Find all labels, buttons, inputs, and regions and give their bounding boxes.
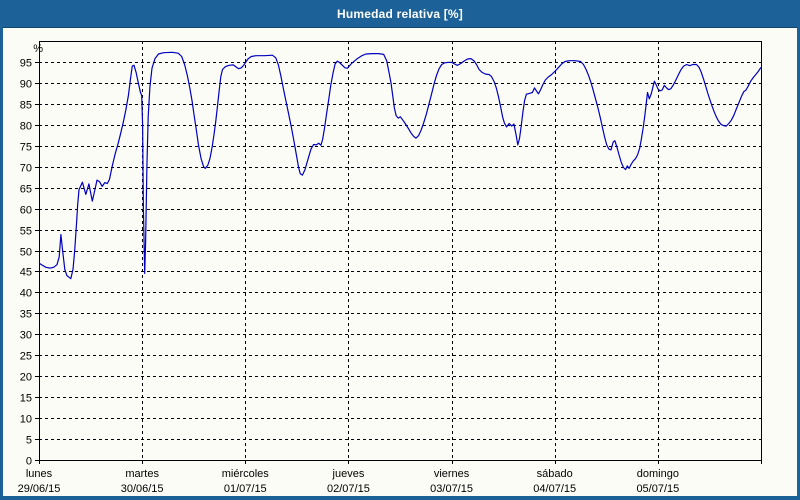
x-tick-label-day: viernes: [434, 468, 470, 480]
y-axis-unit-label: %: [33, 43, 43, 55]
y-tick-label: 45: [20, 267, 32, 279]
y-tick-label: 85: [20, 100, 32, 112]
x-tick-label-day: miércoles: [222, 468, 270, 480]
title-bar: Humedad relativa [%]: [3, 0, 797, 28]
x-tick-label-day: sábado: [537, 468, 573, 480]
y-tick-label: 0: [26, 456, 32, 468]
y-tick-label: 15: [20, 393, 32, 405]
chart-content: 0 5 10 15 20 25 30 35 40 45 50 55 60 65 70 75 80 85 90 95% l…: [3, 28, 797, 496]
y-tick-label: 60: [20, 205, 32, 217]
x-tick-label-day: jueves: [332, 468, 365, 480]
y-tick-label: 80: [20, 121, 32, 133]
y-tick-label: 25: [20, 351, 32, 363]
y-tick-label: 40: [20, 288, 32, 300]
y-tick-label: 95: [20, 58, 32, 70]
x-tick-label-date: 30/06/15: [121, 483, 164, 495]
y-tick-label: 30: [20, 330, 32, 342]
x-tick-label-day: domingo: [637, 468, 679, 480]
x-tick-label-date: 04/07/15: [533, 483, 576, 495]
y-tick-label: 10: [20, 414, 32, 426]
y-tick-label: 90: [20, 79, 32, 91]
x-tick-label-day: martes: [125, 468, 159, 480]
y-tick-label: 50: [20, 247, 32, 259]
plot-border: [39, 41, 762, 461]
y-tick-label: 20: [20, 372, 32, 384]
y-tick-label: 5: [26, 435, 32, 447]
y-tick-label: 55: [20, 226, 32, 238]
x-tick-label-date: 01/07/15: [224, 483, 267, 495]
chart-title: Humedad relativa [%]: [336, 6, 464, 21]
y-tick-label: 35: [20, 309, 32, 321]
series-line: [38, 51, 762, 280]
y-tick-label: 65: [20, 184, 32, 196]
y-tick-label: 70: [20, 163, 32, 175]
x-tick-label-date: 05/07/15: [636, 483, 679, 495]
y-tick-label: 75: [20, 142, 32, 154]
x-tick-label-date: 02/07/15: [327, 483, 370, 495]
x-tick-label-day: lunes: [26, 468, 53, 480]
humidity-line-chart: 0 5 10 15 20 25 30 35 40 45 50 55 60 65 70 75 80 85 90 95% l…: [18, 41, 762, 495]
x-tick-label-date: 03/07/15: [430, 483, 473, 495]
x-tick-label-date: 29/06/15: [18, 483, 61, 495]
